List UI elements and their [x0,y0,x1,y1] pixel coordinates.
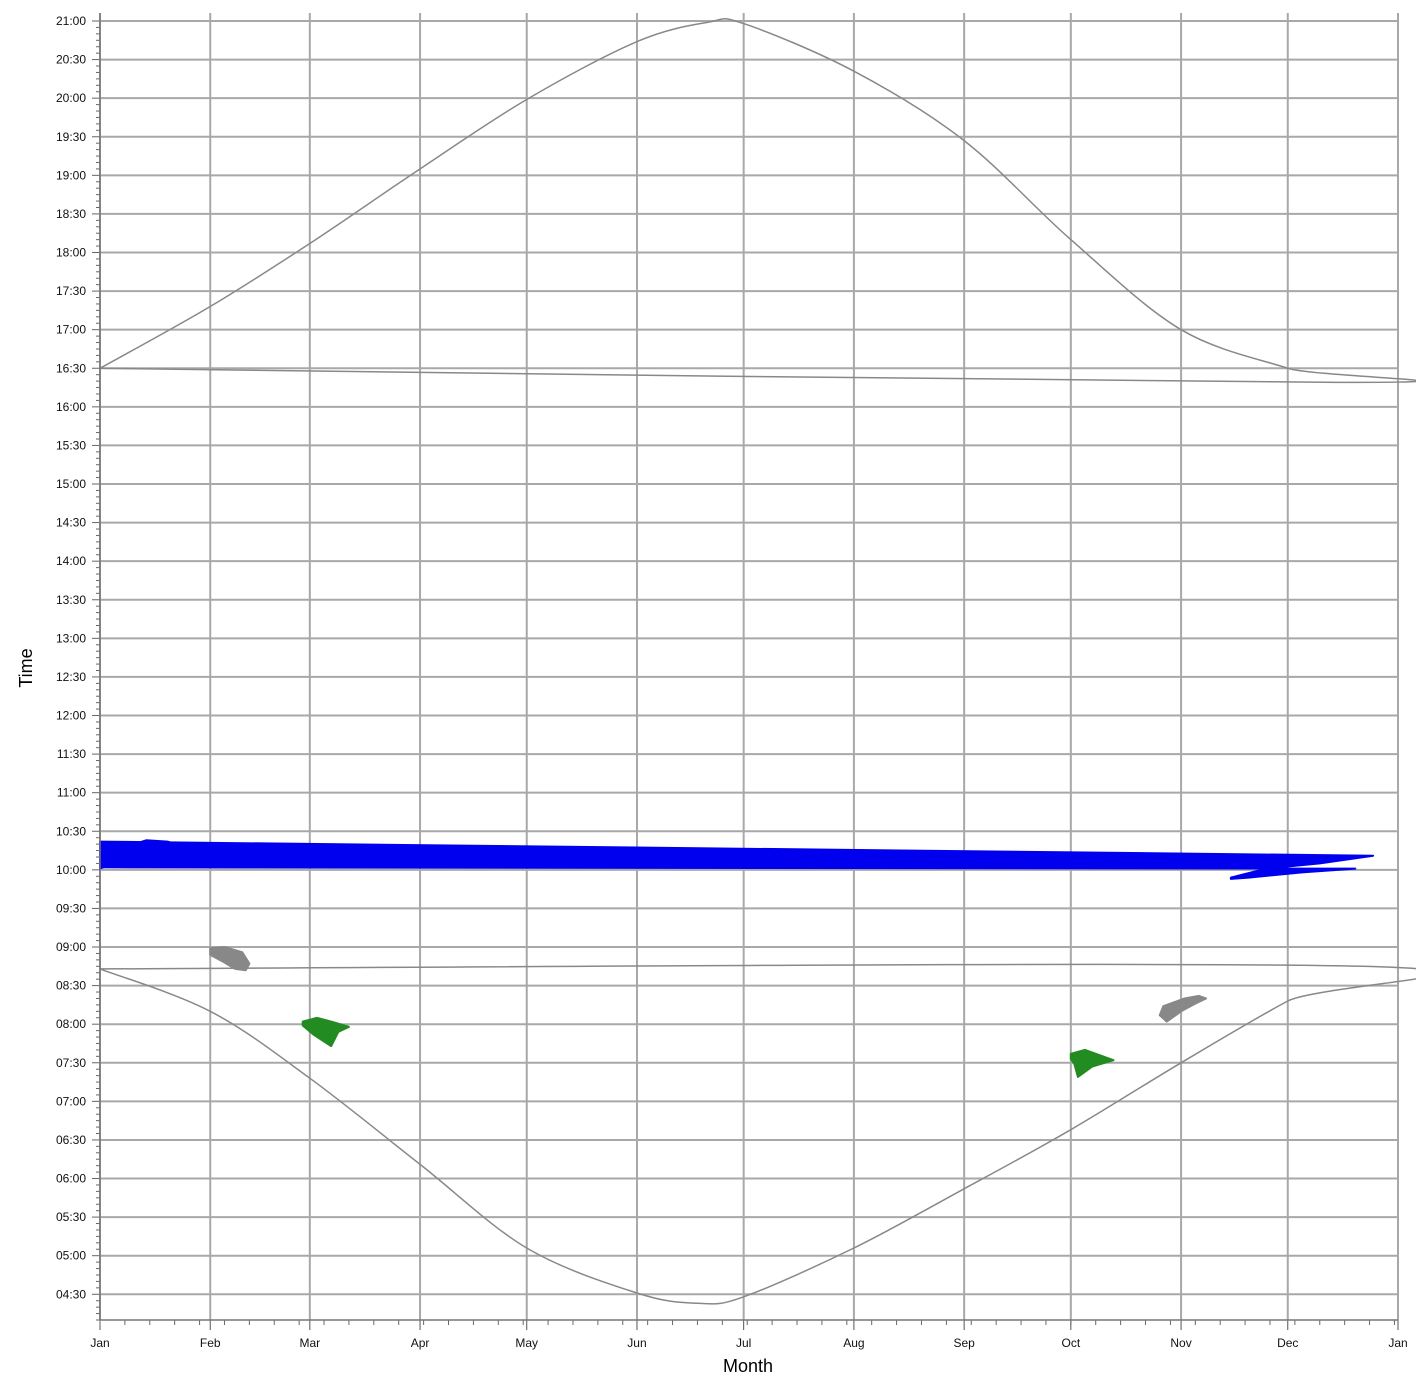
y-tick-label: 17:00 [56,323,86,337]
y-tick-label: 13:00 [56,631,86,645]
y-tick-label: 16:00 [56,400,86,414]
y-tick-label: 07:00 [56,1094,86,1108]
x-axis-title: Month [723,1356,773,1376]
y-tick-label: 13:30 [56,593,86,607]
y-tick-label: 20:30 [56,53,86,67]
y-tick-label: 21:00 [56,14,86,28]
y-tick-label: 14:30 [56,516,86,530]
x-tick-label: Sep [953,1336,975,1350]
y-tick-label: 08:30 [56,979,86,993]
x-tick-label: Jan [1388,1336,1407,1350]
y-tick-label: 19:00 [56,168,86,182]
grid [99,13,1399,1320]
y-tick-label: 12:00 [56,709,86,723]
x-tick-label: Apr [411,1336,430,1350]
x-tick-label: Mar [299,1336,320,1350]
y-tick-label: 19:30 [56,130,86,144]
y-tick-label: 11:00 [57,786,86,800]
sunrise-curve [99,963,1416,1305]
y-tick-label: 06:30 [56,1133,86,1147]
y-tick-label: 08:00 [56,1017,86,1031]
y-tick-label: 04:30 [56,1287,86,1301]
x-tick-label: May [515,1336,538,1350]
axes [92,13,1399,1330]
y-tick-label: 18:00 [56,246,86,260]
y-tick-label: 09:30 [56,901,86,915]
y-tick-label: 17:30 [56,284,86,298]
x-tick-label: Jan [90,1336,109,1350]
y-tick-label: 11:30 [57,747,86,761]
x-tick-labels: Jan Feb Mar Apr May Jun Jul Aug Sep Oct Nov Dec Jan [90,1336,1407,1350]
y-tick-label: 07:30 [56,1056,86,1070]
y-axis-title: Time [16,648,36,687]
x-tick-label: Nov [1170,1336,1191,1350]
sunset-curve [99,18,1416,384]
x-tick-label: Oct [1061,1336,1080,1350]
y-tick-label: 05:30 [56,1210,86,1224]
y-tick-label: 09:00 [56,940,86,954]
y-tick-label: 15:30 [56,438,86,452]
x-tick-label: Jul [736,1336,751,1350]
y-tick-label: 10:30 [56,824,86,838]
y-tick-label: 10:00 [56,863,86,877]
y-tick-label: 06:00 [56,1172,86,1186]
y-tick-label: 16:30 [56,361,86,375]
x-tick-label: Dec [1277,1336,1298,1350]
curves [99,18,1416,1305]
data-region-4 [301,1016,350,1048]
x-tick-label: Feb [200,1336,221,1350]
y-tick-label: 12:30 [56,670,86,684]
x-tick-label: Aug [843,1336,864,1350]
data-region-2 [209,946,251,972]
y-tick-labels: 21:00 20:30 20:00 19:30 19:00 18:30 18:00 17:30… [56,14,86,1301]
data-region-5 [1069,1048,1115,1078]
y-tick-label: 20:00 [56,91,86,105]
y-tick-label: 05:00 [56,1249,86,1263]
y-tick-label: 18:30 [56,207,86,221]
y-tick-label: 14:00 [56,554,86,568]
data-region-3 [1158,994,1207,1023]
y-tick-label: 15:00 [56,477,86,491]
x-tick-label: Jun [627,1336,646,1350]
